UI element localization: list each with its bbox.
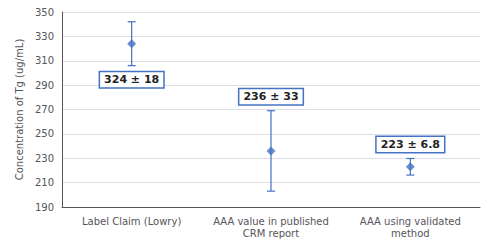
svg-text:330: 330 [35,31,54,42]
svg-text:Concentration of Tg (ug/mL): Concentration of Tg (ug/mL) [14,39,25,181]
svg-text:190: 190 [35,202,54,213]
svg-text:method: method [391,228,430,239]
svg-text:270: 270 [35,104,54,115]
svg-text:350: 350 [35,7,54,18]
svg-text:230: 230 [35,153,54,164]
svg-text:223 ± 6.8: 223 ± 6.8 [381,138,440,151]
svg-text:290: 290 [35,80,54,91]
svg-text:250: 250 [35,128,54,139]
svg-text:AAA using validated: AAA using validated [360,216,461,227]
svg-text:324 ± 18: 324 ± 18 [104,73,159,86]
svg-text:AAA value in published: AAA value in published [213,216,329,227]
svg-text:210: 210 [35,177,54,188]
svg-text:CRM report: CRM report [243,228,299,239]
svg-text:Label Claim (Lowry): Label Claim (Lowry) [82,216,181,227]
svg-text:236 ± 33: 236 ± 33 [243,90,298,103]
svg-text:310: 310 [35,55,54,66]
